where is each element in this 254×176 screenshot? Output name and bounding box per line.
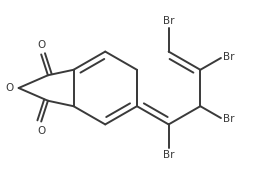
- Text: Br: Br: [222, 52, 233, 62]
- Text: Br: Br: [222, 114, 233, 124]
- Text: O: O: [37, 40, 45, 49]
- Text: Br: Br: [162, 150, 174, 160]
- Text: Br: Br: [162, 16, 174, 26]
- Text: O: O: [37, 127, 45, 136]
- Text: O: O: [5, 83, 14, 93]
